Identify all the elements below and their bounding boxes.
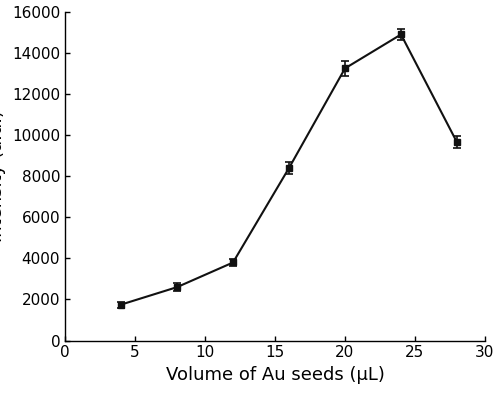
Y-axis label: Intensity (a.u.): Intensity (a.u.) [0,110,6,242]
X-axis label: Volume of Au seeds (μL): Volume of Au seeds (μL) [166,366,384,384]
